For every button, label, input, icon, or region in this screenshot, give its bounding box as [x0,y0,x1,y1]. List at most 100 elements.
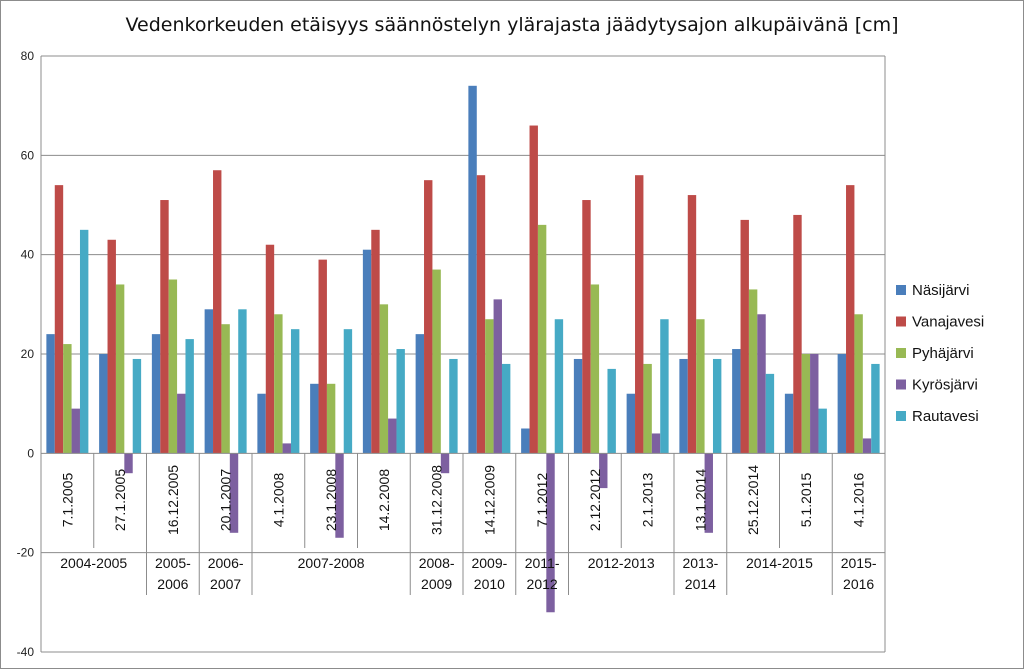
bar-näsijärvi [415,334,425,454]
bar-näsijärvi [837,354,847,454]
bar-näsijärvi [362,249,372,454]
season-label: 2011- [525,555,560,571]
bar-vanajavesi [160,200,169,454]
bar-vanajavesi [635,175,644,454]
bar-rautavesi [501,363,511,454]
legend-label: Näsijärvi [912,282,970,299]
season-label: 2009- [471,555,507,571]
bar-pyhäjärvi [274,314,283,454]
season-label: 2007 [210,576,241,592]
x-tick-label: 13.1.2014 [692,469,708,531]
y-tick-label: -20 [17,546,35,560]
bar-vanajavesi [740,219,749,454]
bar-pyhäjärvi [63,344,72,454]
bar-rautavesi [818,408,827,454]
x-tick-label: 7.1.2012 [534,473,550,528]
bar-rautavesi [343,329,353,454]
legend-swatch [896,348,906,358]
bar-kyrösjärvi [335,453,344,538]
x-tick-label: 31.12.2008 [429,465,445,535]
bar-näsijärvi [310,383,319,454]
x-tick-label: 20.1.2007 [218,469,234,531]
bar-näsijärvi [679,358,688,454]
bar-rautavesi [871,363,880,454]
bar-vanajavesi [846,185,855,454]
bar-vanajavesi [107,239,116,454]
bar-näsijärvi [732,349,741,454]
bar-näsijärvi [573,358,583,454]
x-tick-label: 4.1.2016 [851,473,867,528]
season-label: 2014 [685,576,716,592]
bar-kyrösjärvi [810,354,819,454]
bar-pyhäjärvi [854,314,863,454]
bar-näsijärvi [257,393,266,454]
bar-rautavesi [607,368,616,454]
x-tick-label: 25.12.2014 [745,465,761,535]
season-label: 2005- [155,555,191,571]
bar-vanajavesi [265,244,275,454]
bar-kyrösjärvi [177,393,186,454]
x-tick-label: 4.1.2008 [270,473,286,528]
bar-pyhäjärvi [432,269,441,454]
x-tick-label: 7.1.2005 [59,473,75,528]
bar-vanajavesi [213,170,222,454]
legend-swatch [896,379,906,390]
bar-vanajavesi [424,180,433,454]
bar-rautavesi [132,358,142,454]
bar-rautavesi [660,319,669,454]
season-label: 2009 [421,576,452,592]
bar-vanajavesi [371,229,380,454]
bar-kyrösjärvi [599,453,608,489]
bar-rautavesi [712,358,722,454]
bar-näsijärvi [626,393,636,454]
legend-swatch [896,285,906,295]
bar-rautavesi [238,309,247,454]
bar-kyrösjärvi [124,453,133,474]
season-label: 2008- [419,555,455,571]
bar-näsijärvi [784,393,794,454]
bar-pyhäjärvi [221,324,230,454]
bar-vanajavesi [476,175,486,454]
bar-vanajavesi [54,185,64,454]
bar-näsijärvi [521,428,530,454]
y-tick-label: 60 [21,148,35,162]
bar-vanajavesi [687,195,697,454]
bar-kyrösjärvi [493,299,502,454]
season-label: 2006- [208,555,244,571]
bar-rautavesi [290,329,300,454]
season-label: 2013- [682,555,718,571]
bar-rautavesi [554,319,564,454]
bar-pyhäjärvi [801,354,811,454]
x-tick-label: 27.1.2005 [112,469,128,531]
season-label: 2014-2015 [746,555,813,571]
bar-pyhäjärvi [748,289,758,454]
bar-kyrösjärvi [651,433,661,454]
legend-swatch [896,411,906,421]
y-tick-label: 40 [21,248,35,262]
bar-vanajavesi [318,259,327,454]
bar-pyhäjärvi [696,319,705,454]
y-tick-label: 80 [21,49,35,63]
x-tick-label: 14.2.2008 [376,469,392,531]
bar-rautavesi [185,339,194,454]
season-label: 2007-2008 [298,555,365,571]
bar-kyrösjärvi [388,418,397,454]
x-tick-label: 14.12.2009 [481,465,497,535]
bar-näsijärvi [151,334,161,454]
bar-pyhäjärvi [537,224,547,454]
x-tick-label: 5.1.2015 [798,473,814,528]
legend-label: Pyhäjärvi [912,345,974,362]
bar-vanajavesi [529,125,538,454]
bar-näsijärvi [468,85,477,454]
bar-rautavesi [765,373,775,454]
season-label: 2012 [527,576,558,592]
bar-näsijärvi [46,334,55,454]
bar-pyhäjärvi [326,383,336,454]
y-tick-label: 20 [21,347,35,361]
bar-kyrösjärvi [862,438,872,454]
bar-näsijärvi [99,354,108,454]
x-tick-label: 2.1.2013 [640,473,656,528]
season-label: 2015- [841,555,877,571]
y-tick-label: -40 [17,645,35,659]
